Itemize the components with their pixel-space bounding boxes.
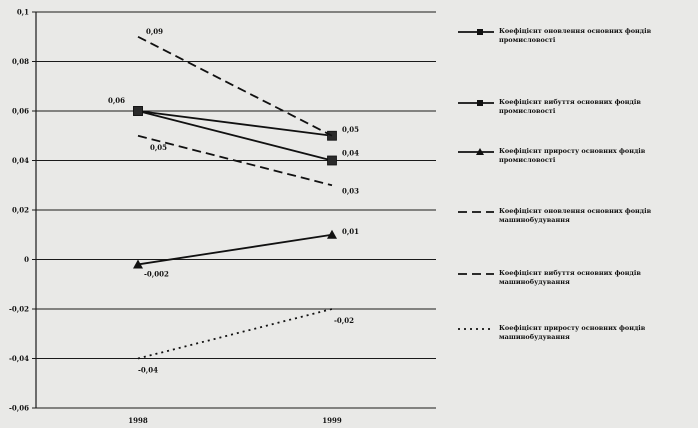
data-label: 0,04 bbox=[342, 149, 359, 158]
x-tick-label: 1998 bbox=[128, 416, 148, 425]
series-line bbox=[137, 35, 333, 137]
series-line bbox=[137, 110, 333, 162]
legend-label: Коефіцієнт приросту основних фондів машин… bbox=[499, 324, 646, 341]
data-label: 0,05 bbox=[150, 143, 167, 152]
data-point-square bbox=[327, 155, 337, 166]
legend-marker-square bbox=[477, 100, 483, 106]
data-point-triangle bbox=[327, 229, 337, 239]
legend-label: Коефіцієнт оновлення основних фондів пром… bbox=[499, 27, 652, 44]
series-line bbox=[137, 134, 333, 187]
legend-marker-square bbox=[477, 29, 483, 35]
series-line bbox=[137, 308, 333, 360]
axes: 0,1 0,08 0,06 0,04 0,02 0 -0,02 -0,04 -0,06 1998 1… bbox=[9, 8, 342, 426]
data-point-square bbox=[133, 106, 143, 116]
legend: Коефіцієнт оновлення основних фондів пром… bbox=[458, 27, 652, 341]
data-label: 0,06 bbox=[108, 96, 125, 105]
y-tick-label: 0 bbox=[24, 255, 29, 264]
data-label: 0,09 bbox=[146, 27, 163, 36]
y-tick-label: 0,08 bbox=[12, 57, 29, 66]
data-label: 0,01 bbox=[342, 227, 359, 236]
data-label: -0,002 bbox=[144, 269, 169, 278]
y-tick-label: 0,02 bbox=[12, 206, 29, 215]
series bbox=[133, 35, 337, 360]
series-line bbox=[137, 233, 333, 266]
data-point-triangle bbox=[133, 259, 143, 269]
grid bbox=[36, 11, 436, 409]
series-line bbox=[137, 110, 333, 137]
legend-label: Коефіцієнт вибуття основних фондів промис… bbox=[499, 98, 641, 115]
y-tick-label: 0,1 bbox=[17, 8, 29, 17]
legend-label: Коефіцієнт вибуття основних фондів машино… bbox=[499, 269, 641, 286]
y-tick-label: -0,06 bbox=[9, 404, 29, 413]
data-labels: 0,06 0,05 0,04 -0,002 0,01 0,09 0,05 0,03 -0,04 -… bbox=[108, 27, 359, 375]
data-label: -0,02 bbox=[334, 316, 354, 325]
legend-label: Коефіцієнт приросту основних фондів проми… bbox=[499, 147, 646, 164]
legend-label: Коефіцієнт оновлення основних фондів маши… bbox=[499, 207, 652, 224]
y-tick-label: -0,02 bbox=[9, 305, 29, 314]
data-label: 0,03 bbox=[342, 186, 359, 195]
data-label: -0,04 bbox=[138, 366, 158, 375]
x-tick-label: 1999 bbox=[322, 416, 342, 425]
y-tick-label: 0,06 bbox=[12, 107, 29, 116]
data-label: 0,05 bbox=[342, 125, 359, 134]
y-tick-label: 0,04 bbox=[12, 156, 29, 165]
y-tick-label: -0,04 bbox=[9, 354, 29, 363]
legend-marker-triangle bbox=[476, 148, 484, 155]
